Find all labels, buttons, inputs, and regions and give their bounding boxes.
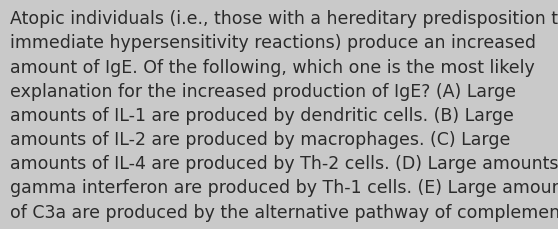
Text: gamma interferon are produced by Th-1 cells. (E) Large amounts: gamma interferon are produced by Th-1 ce… xyxy=(10,179,558,196)
Text: explanation for the increased production of IgE? (A) Large: explanation for the increased production… xyxy=(10,82,516,100)
Text: amounts of IL-1 are produced by dendritic cells. (B) Large: amounts of IL-1 are produced by dendriti… xyxy=(10,106,514,124)
Text: amounts of IL-4 are produced by Th-2 cells. (D) Large amounts of: amounts of IL-4 are produced by Th-2 cel… xyxy=(10,155,558,172)
Text: amount of IgE. Of the following, which one is the most likely: amount of IgE. Of the following, which o… xyxy=(10,58,535,76)
Text: Atopic individuals (i.e., those with a hereditary predisposition to: Atopic individuals (i.e., those with a h… xyxy=(10,10,558,28)
Text: amounts of IL-2 are produced by macrophages. (C) Large: amounts of IL-2 are produced by macropha… xyxy=(10,131,511,148)
Text: of C3a are produced by the alternative pathway of complement.: of C3a are produced by the alternative p… xyxy=(10,203,558,221)
Text: immediate hypersensitivity reactions) produce an increased: immediate hypersensitivity reactions) pr… xyxy=(10,34,536,52)
